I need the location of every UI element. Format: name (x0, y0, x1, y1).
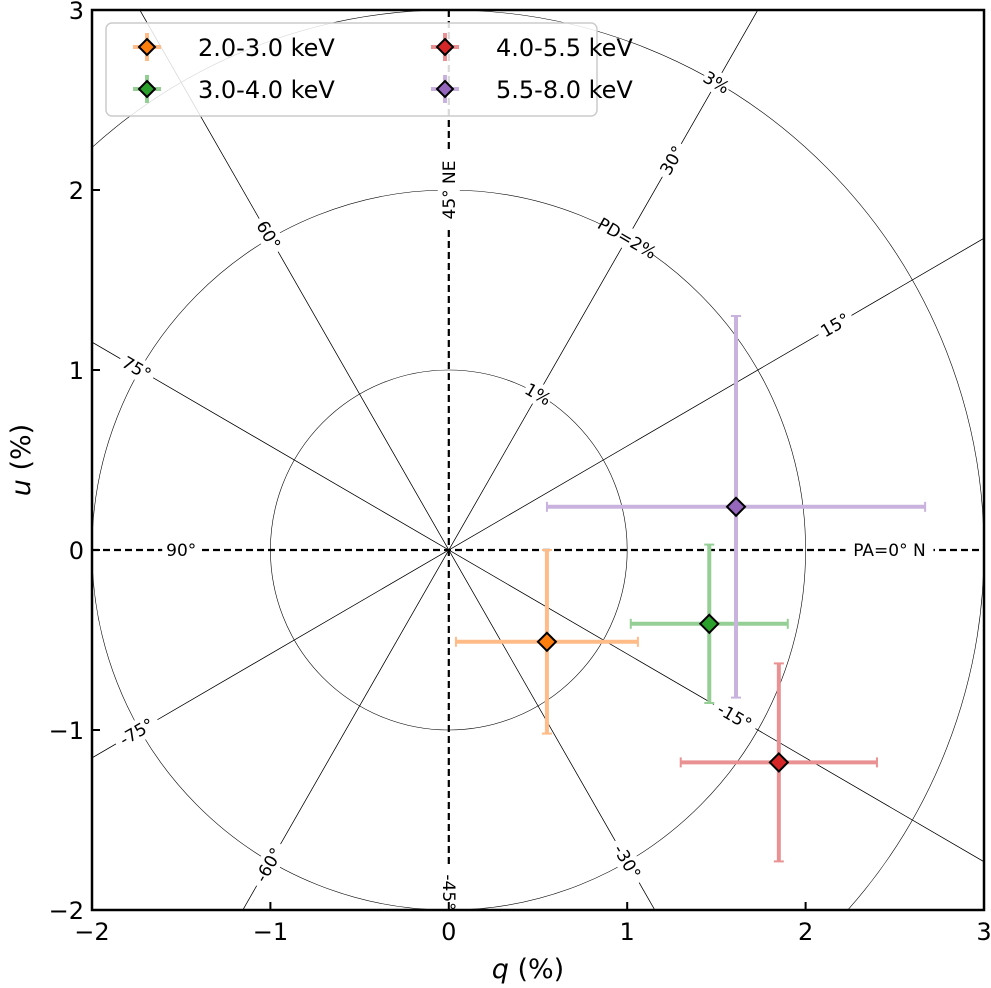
pa-label: 15° (813, 305, 858, 345)
grid-labels: 15° 30° 60° 75° -15° -30° -60° -75° 1% PD=2% 3% 90°… (110, 65, 934, 945)
diamond-marker (725, 496, 747, 518)
legend-label: 4.0-5.5 keV (496, 34, 633, 62)
reference-label-text: -45° NW (438, 874, 458, 945)
label-background (437, 866, 460, 910)
x-tick-label: 2 (798, 918, 813, 946)
legend-item: 4.0-5.5 keV (431, 33, 633, 62)
pa-label: 75° (114, 349, 159, 388)
label-background (708, 694, 761, 739)
y-tick-label: 3 (69, 0, 84, 25)
plot-frame (90, 8, 986, 912)
reference-label: -45° NW (437, 866, 460, 945)
pd-label: 3% (698, 65, 735, 99)
reference-label-text: 90° (166, 541, 196, 561)
pa-line (92, 341, 984, 863)
data-point-4.0-5.5 keV (679, 662, 878, 863)
pa-label: -15° (708, 694, 761, 739)
y-tick-label: 0 (69, 537, 84, 565)
y-tick-label: 1 (69, 357, 84, 385)
reference-axes-lines (92, 10, 984, 910)
label-background (110, 710, 163, 754)
label-background (114, 349, 159, 388)
reference-label: 45° NE (437, 151, 460, 229)
pa-label: -30° (605, 835, 649, 889)
label-background (605, 835, 649, 889)
pa-label: 30° (652, 138, 691, 183)
diamond-marker (536, 631, 558, 653)
reference-label-text: PA=0° N (853, 541, 925, 561)
legend-diamond-icon (435, 79, 455, 99)
pd-label: 1% (520, 377, 556, 411)
pa-line (92, 237, 984, 759)
label-background (162, 539, 201, 561)
label-background (813, 305, 858, 345)
data-point-3.0-4.0 keV (629, 543, 789, 704)
x-tick-label: 3 (976, 918, 991, 946)
reference-label: 90° (162, 539, 201, 561)
y-axis-label: u (%) (6, 424, 37, 496)
polarization-degree-circles (92, 10, 984, 910)
legend-diamond-icon (435, 37, 455, 57)
legend-item: 3.0-4.0 keV (133, 75, 335, 104)
reference-label: PA=0° N (845, 539, 934, 561)
legend-diamond-icon (137, 79, 157, 99)
pa-line (92, 341, 984, 863)
legend-box (105, 22, 598, 117)
x-tick-label: 1 (620, 918, 635, 946)
data-series (454, 315, 927, 863)
pd-label: PD=2% (594, 214, 660, 264)
label-background (249, 213, 288, 258)
diamond-marker (768, 751, 790, 773)
pd-circle (92, 10, 984, 910)
legend-item: 2.0-3.0 keV (133, 33, 335, 62)
legend-label: 3.0-4.0 keV (198, 76, 335, 104)
label-background (652, 138, 691, 183)
label-background (698, 65, 735, 99)
pd-label-text: 3% (699, 68, 732, 99)
label-background (247, 838, 291, 892)
axis-ticks: −2 −1 0 1 2 3 −2 −1 0 1 2 3 (49, 0, 991, 946)
legend-diamond-icon (137, 37, 157, 57)
legend-label: 2.0-3.0 keV (198, 34, 335, 62)
legend-item: 5.5-8.0 keV (431, 75, 633, 104)
pa-label: -60° (247, 838, 291, 892)
data-point-5.5-8.0 keV (545, 315, 927, 699)
x-tick-label: 0 (441, 918, 456, 946)
pa-label: -75° (110, 710, 163, 754)
x-tick-label: −1 (253, 918, 288, 946)
x-tick-label: −2 (74, 918, 109, 946)
y-tick-label: −2 (49, 897, 84, 925)
pa-label: 60° (249, 213, 288, 258)
x-axis-label: q (%) (492, 954, 564, 985)
pd-label-text: 1% (521, 380, 554, 411)
y-tick-label: −1 (49, 717, 84, 745)
label-background (520, 377, 556, 411)
y-tick-label: 2 (69, 177, 84, 205)
label-background (437, 151, 460, 229)
pa-line (92, 237, 984, 759)
data-point-2.0-3.0 keV (454, 549, 639, 735)
legend: 2.0-3.0 keV 3.0-4.0 keV 4.0-5.5 keV 5.5-8.0… (105, 22, 633, 117)
label-background (596, 214, 658, 263)
reference-label-text: 45° NE (440, 161, 460, 220)
legend-label: 5.5-8.0 keV (496, 76, 633, 104)
label-background (845, 539, 934, 561)
diamond-marker (698, 613, 720, 635)
